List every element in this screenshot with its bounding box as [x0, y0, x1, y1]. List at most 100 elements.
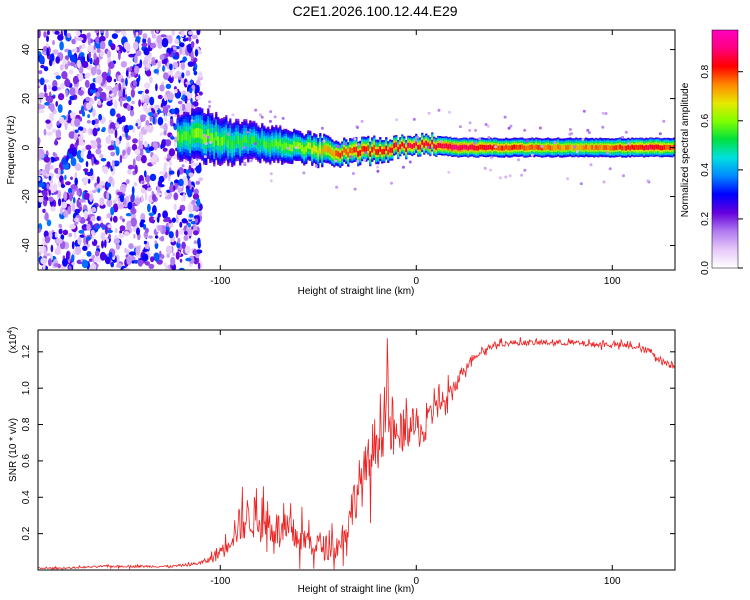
noise-speckle [151, 33, 157, 39]
ridge-cell [531, 144, 534, 150]
noise-speckle [69, 61, 76, 67]
noise-speckle [187, 189, 193, 198]
colorbar-step [712, 45, 738, 47]
ridge-cell [529, 145, 532, 150]
ridge-cell [213, 137, 216, 147]
ridge-cell [217, 136, 220, 146]
ridge-cell [587, 145, 590, 151]
noise-speckle [170, 69, 173, 78]
ridge-cell [439, 143, 442, 148]
noise-speckle [162, 65, 165, 72]
colorbar-step [712, 31, 738, 33]
ridge-cell [303, 147, 306, 154]
colorbar-step [712, 159, 738, 161]
ridge-speckle [208, 100, 212, 104]
ridge-cell [481, 144, 484, 150]
noise-speckle [160, 34, 167, 38]
noise-speckle [48, 258, 52, 267]
colorbar-step [712, 188, 738, 190]
noise-speckle [159, 54, 165, 61]
ridge-cell [619, 144, 622, 150]
ridge-cell [297, 142, 300, 149]
colorbar-step [712, 152, 738, 154]
colorbar-step [712, 267, 738, 269]
noise-speckle [170, 256, 176, 266]
colorbar-step [712, 168, 738, 170]
noise-speckle [185, 185, 190, 190]
noise-speckle [129, 251, 136, 256]
noise-speckle [92, 127, 98, 137]
noise-speckle [74, 208, 81, 214]
noise-speckle [115, 194, 119, 202]
noise-speckle [194, 218, 198, 224]
noise-speckle [46, 219, 52, 227]
colorbar-step [712, 143, 738, 145]
colorbar-step [712, 67, 738, 69]
ridge-cell [467, 145, 470, 151]
noise-speckle [134, 197, 141, 205]
colorbar-step [712, 235, 738, 237]
ridge-speckle [608, 167, 612, 171]
ridge-speckle [605, 151, 609, 155]
noise-speckle [152, 205, 157, 215]
noise-speckle [86, 171, 92, 177]
noise-speckle [193, 215, 200, 220]
noise-speckle [74, 221, 79, 225]
noise-speckle [121, 30, 126, 36]
ridge-cell [291, 144, 294, 152]
noise-speckle [171, 30, 175, 37]
ridge-cell [255, 137, 258, 146]
noise-speckle [178, 267, 185, 270]
ridge-cell [433, 143, 436, 149]
noise-speckle [149, 115, 152, 122]
ridge-speckle [356, 159, 360, 163]
noise-speckle [134, 54, 138, 64]
ridge-speckle [395, 118, 399, 122]
colorbar-step [712, 226, 738, 228]
noise-speckle [57, 263, 61, 269]
noise-speckle [113, 99, 118, 110]
ridge-speckle [484, 123, 488, 126]
noise-speckle [39, 96, 42, 104]
ridge-cell [363, 146, 366, 152]
noise-speckle [44, 102, 50, 106]
noise-speckle [146, 182, 150, 187]
noise-speckle [118, 88, 123, 99]
ridge-speckle [390, 181, 393, 185]
colorbar-step [712, 258, 738, 260]
noise-speckle [163, 122, 168, 133]
ridge-cell [387, 149, 390, 155]
noise-speckle [90, 229, 95, 236]
x-tick-label: 100 [604, 576, 621, 587]
y-tick-label: 0.6 [21, 454, 32, 468]
noise-speckle [146, 187, 152, 192]
colorbar-step [712, 103, 738, 105]
ridge-speckle [566, 177, 570, 181]
colorbar-step [712, 151, 738, 153]
ridge-cell [463, 144, 466, 150]
colorbar-step [712, 33, 738, 35]
colorbar-step [712, 69, 738, 71]
noise-speckle [127, 125, 134, 130]
noise-speckle [74, 217, 80, 223]
ridge-speckle [209, 141, 213, 144]
noise-speckle [98, 74, 103, 84]
ridge-cell [257, 140, 260, 148]
ridge-speckle [602, 180, 606, 184]
noise-speckle [57, 34, 64, 41]
ridge-speckle [587, 131, 591, 135]
ridge-speckle [302, 171, 306, 175]
ridge-cell [513, 144, 516, 150]
noise-speckle [55, 129, 62, 139]
ridge-speckle [478, 137, 481, 141]
colorbar-step [712, 108, 738, 110]
noise-speckle [148, 235, 153, 239]
noise-speckle [69, 95, 75, 101]
ridge-cell [597, 145, 600, 151]
noise-speckle [144, 89, 150, 94]
noise-speckle [170, 136, 175, 140]
noise-speckle [132, 214, 136, 219]
colorbar-step [712, 243, 738, 245]
ridge-cell [355, 146, 358, 153]
